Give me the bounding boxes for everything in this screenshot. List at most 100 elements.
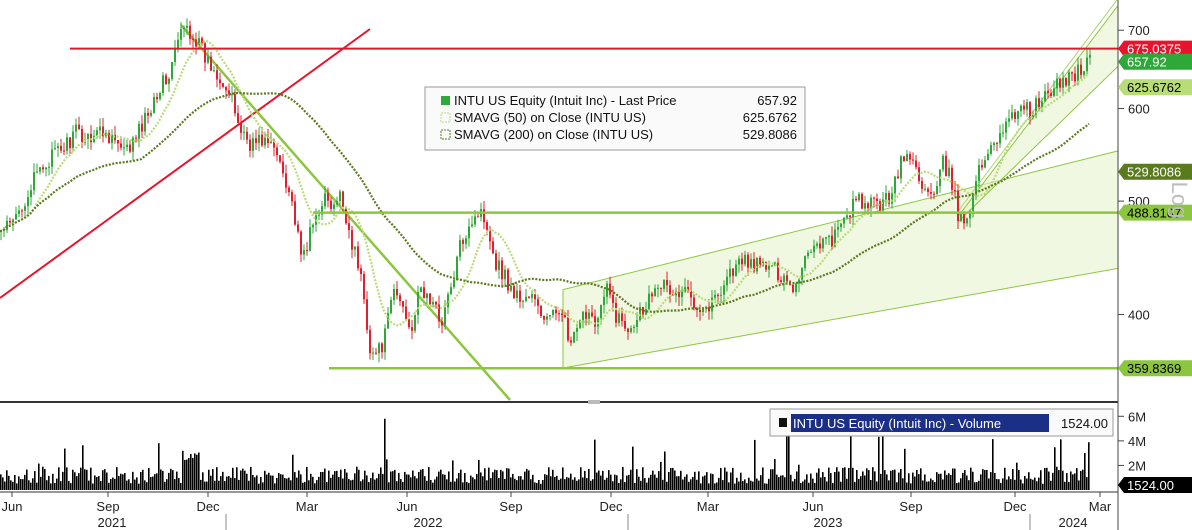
candle-body: [732, 268, 734, 276]
volume-bar: [610, 474, 612, 490]
candle-body: [345, 207, 347, 224]
volume-bar: [826, 481, 828, 490]
volume-bar: [346, 472, 348, 490]
volume-bar: [640, 480, 642, 490]
volume-bar: [736, 477, 738, 490]
volume-bar: [48, 475, 50, 490]
price-legend[interactable]: INTU US Equity (Intuit Inc) - Last Price…: [424, 86, 806, 151]
candle-body: [309, 227, 311, 251]
month-label: Sep: [499, 499, 522, 514]
candle-body: [537, 299, 539, 306]
volume-bar: [320, 472, 322, 490]
price-tag-bg: [1118, 360, 1192, 377]
volume-bar: [522, 479, 524, 490]
volume-bar: [448, 471, 450, 490]
horizontal-levels: [70, 47, 1118, 370]
candle-body: [1011, 112, 1013, 119]
legend-price-name: INTU US Equity (Intuit Inc) - Last Price: [454, 93, 677, 108]
volume-bar: [178, 478, 180, 490]
volume-bar: [1030, 478, 1032, 490]
candle-body: [165, 75, 167, 85]
volume-bar: [768, 478, 770, 490]
volume-bar: [660, 461, 662, 490]
candle-body: [447, 294, 449, 308]
volume-bar: [506, 468, 508, 490]
volume-bar: [1020, 479, 1022, 490]
volume-bar: [766, 483, 768, 490]
volume-bar: [946, 474, 948, 490]
volume-bar: [770, 469, 772, 490]
candle-body: [18, 210, 20, 215]
volume-bar: [404, 471, 406, 490]
candle-body: [366, 299, 368, 330]
volume-bar: [452, 460, 454, 490]
volume-bar: [782, 475, 784, 490]
volume-bar: [916, 470, 918, 490]
volume-bar: [612, 481, 614, 490]
volume-bar: [740, 472, 742, 490]
candle-body: [525, 296, 527, 301]
volume-bar: [456, 478, 458, 490]
volume-bar: [286, 478, 288, 490]
candle-body: [474, 216, 476, 225]
candle-body: [954, 189, 956, 191]
volume-bar: [38, 463, 40, 490]
candle-body: [645, 309, 647, 315]
candle-body: [249, 139, 251, 151]
volume-bar: [662, 479, 664, 490]
candle-body: [357, 246, 359, 269]
volume-bar: [870, 480, 872, 490]
volume-bar: [588, 468, 590, 490]
volume-bar: [272, 475, 274, 490]
candle-body: [849, 215, 851, 217]
volume-bar: [712, 474, 714, 490]
volume-bar: [1028, 472, 1030, 490]
volume-bar: [1060, 439, 1062, 490]
candle-body: [825, 237, 827, 239]
volume-bar: [926, 481, 928, 490]
candle-body: [489, 229, 491, 242]
volume-bar: [216, 467, 218, 490]
volume-bar: [502, 471, 504, 490]
candle-body: [567, 317, 569, 341]
candle-body: [831, 235, 833, 247]
candle-body: [933, 193, 935, 195]
candle-body: [627, 328, 629, 333]
volume-bar: [100, 481, 102, 490]
candle-body: [432, 301, 434, 305]
volume-bar: [684, 476, 686, 490]
volume-bar: [150, 477, 152, 490]
candle-body: [1065, 77, 1067, 86]
volume-bar: [446, 479, 448, 490]
volume-bar: [804, 479, 806, 490]
candle-body: [840, 223, 842, 227]
candle-body: [504, 269, 506, 280]
volume-bar: [630, 469, 632, 490]
volume-bar: [970, 467, 972, 490]
candle-body: [930, 191, 932, 194]
volume-bar: [364, 470, 366, 490]
volume-bar: [184, 459, 186, 490]
volume-bar: [528, 470, 530, 490]
candle-body: [702, 308, 704, 313]
volume-bar: [1012, 468, 1014, 490]
candle-body: [75, 124, 77, 132]
candle-body: [204, 43, 206, 63]
volume-bar: [798, 464, 800, 490]
volume-bar: [802, 481, 804, 490]
volume-bar: [1066, 473, 1068, 490]
volume-bar: [144, 480, 146, 490]
volume-legend[interactable]: INTU US Equity (Intuit Inc) - Volume 152…: [769, 408, 1114, 437]
volume-bar: [414, 476, 416, 490]
pane-splitter-handle[interactable]: [588, 400, 600, 404]
volume-bar: [1026, 478, 1028, 490]
volume-bar: [824, 476, 826, 490]
candle-body: [252, 138, 254, 151]
candle-body: [189, 25, 191, 39]
volume-bar: [560, 478, 562, 490]
volume-bar: [620, 479, 622, 490]
volume-bar: [374, 479, 376, 490]
volume-bar: [990, 472, 992, 490]
volume-bar: [862, 471, 864, 490]
